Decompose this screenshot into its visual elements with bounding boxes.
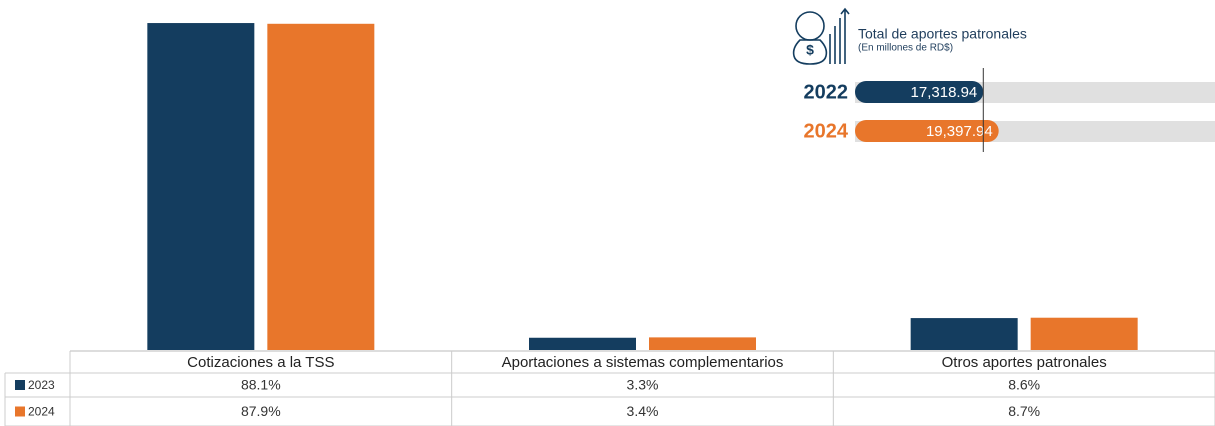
legend-label: 2023 [28, 378, 55, 392]
value-label: 8.7% [1008, 403, 1040, 419]
legend-swatch [15, 380, 25, 390]
value-label: 87.9% [241, 403, 281, 419]
dollar-sign: $ [806, 42, 814, 58]
inset-subtitle: (En millones de RD$) [858, 43, 953, 54]
legend-swatch [15, 406, 25, 417]
value-label: 3.3% [627, 377, 659, 393]
column-header: Otros aportes patronales [942, 354, 1107, 371]
bar [267, 23, 375, 350]
money-icon [792, 7, 850, 65]
value-label: 3.4% [627, 403, 659, 419]
value-label: 88.1% [241, 377, 281, 393]
value-label: 19,397.94 [926, 123, 993, 140]
column-header: Aportaciones a sistemas complementarios [502, 354, 784, 371]
value-label: 17,318.94 [911, 84, 978, 101]
bar [529, 337, 636, 350]
bar [147, 23, 255, 350]
category-label: 2024 [804, 120, 849, 142]
bar [910, 318, 1018, 350]
value-label: 8.6% [1008, 377, 1040, 393]
column-header: Cotizaciones a la TSS [187, 354, 334, 371]
category-label: 2022 [804, 81, 849, 103]
legend-label: 2024 [28, 405, 55, 419]
bar [855, 81, 984, 103]
bar [855, 120, 999, 142]
bar [649, 337, 756, 350]
bar [1030, 317, 1138, 350]
inset-title: Total de aportes patronales [858, 26, 1027, 42]
